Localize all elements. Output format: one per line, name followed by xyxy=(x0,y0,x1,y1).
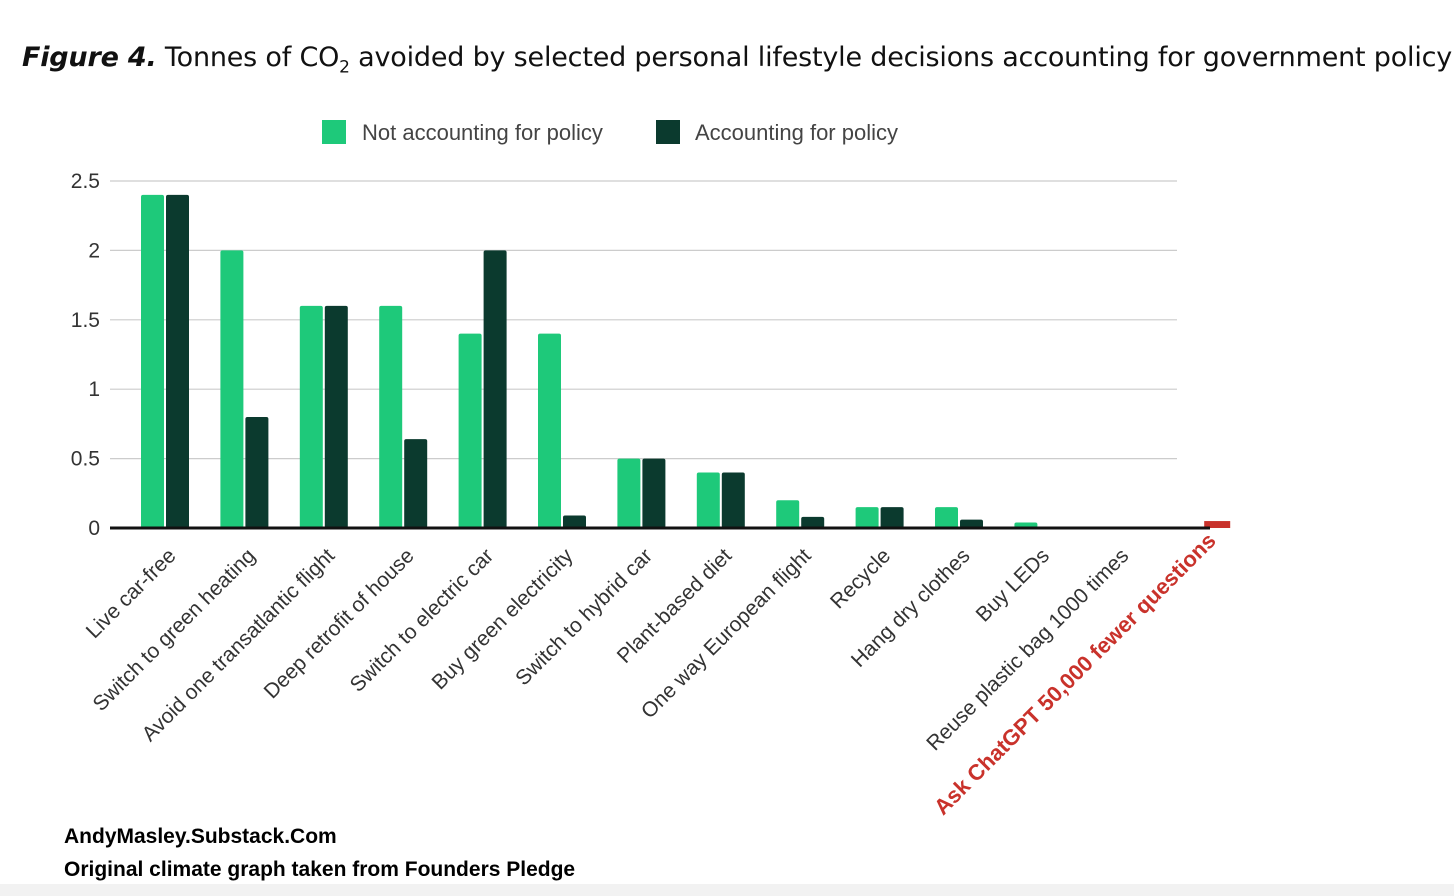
bar-chatgpt xyxy=(1204,521,1231,528)
bar-accounting xyxy=(245,416,269,528)
bar-not-accounting xyxy=(458,333,482,528)
legend-label: Accounting for policy xyxy=(695,120,898,145)
credits: AndyMasley.Substack.Com Original climate… xyxy=(64,820,575,886)
x-tick-label: Buy LEDs xyxy=(972,544,1054,626)
bar-accounting xyxy=(642,458,666,528)
bar-accounting xyxy=(563,515,586,528)
bar-not-accounting xyxy=(935,507,958,528)
bar-not-accounting xyxy=(220,250,244,528)
x-tick-label: Buy green electricity xyxy=(428,544,578,694)
bar-accounting xyxy=(166,194,189,528)
x-tick-label: Switch to electric car xyxy=(346,544,498,696)
bar-not-accounting xyxy=(538,333,561,528)
bar-not-accounting xyxy=(776,500,800,528)
bar-accounting xyxy=(880,507,904,528)
y-tick-label: 0 xyxy=(88,517,100,540)
figure-title: Figure 4. Tonnes of CO2 avoided by selec… xyxy=(22,42,1452,77)
bar-accounting xyxy=(721,472,745,528)
y-tick-label: 2.5 xyxy=(71,170,100,193)
x-tick-label: One way European flight xyxy=(637,544,816,723)
bar-accounting xyxy=(801,516,825,528)
bar-accounting xyxy=(483,250,507,528)
bar-not-accounting xyxy=(855,507,879,528)
bar-accounting xyxy=(960,519,983,528)
bar-not-accounting xyxy=(379,305,403,528)
credit-author: AndyMasley.Substack.Com xyxy=(64,825,337,848)
bar-not-accounting xyxy=(299,305,323,528)
x-tick-label: Ask ChatGPT 50,000 fewer questions xyxy=(929,528,1221,820)
bar-accounting xyxy=(404,439,428,528)
x-tick-label: Deep retrofit of house xyxy=(260,544,419,703)
x-tick-label: Switch to green heating xyxy=(88,544,259,715)
y-tick-label: 1 xyxy=(88,378,100,401)
y-tick-label: 1.5 xyxy=(71,309,100,332)
figure-title-pre: Tonnes of CO xyxy=(164,42,340,73)
legend-swatch xyxy=(322,120,346,144)
x-tick-label: Switch to hybrid car xyxy=(511,544,657,690)
figure-title-post: avoided by selected personal lifestyle d… xyxy=(349,42,1453,73)
y-tick-label: 0.5 xyxy=(71,448,100,471)
x-tick-label: Recycle xyxy=(826,544,895,613)
legend-swatch xyxy=(656,120,680,144)
bar-not-accounting xyxy=(141,194,164,528)
bar-not-accounting xyxy=(696,472,720,528)
figure-label: Figure 4. xyxy=(22,42,157,73)
y-tick-label: 2 xyxy=(88,239,100,262)
legend-label: Not accounting for policy xyxy=(362,120,603,145)
figure-title-sub: 2 xyxy=(339,57,350,78)
bar-not-accounting xyxy=(617,458,641,528)
credit-source: Original climate graph taken from Founde… xyxy=(64,858,576,881)
bottom-strip xyxy=(0,884,1454,896)
bar-accounting xyxy=(324,305,348,528)
